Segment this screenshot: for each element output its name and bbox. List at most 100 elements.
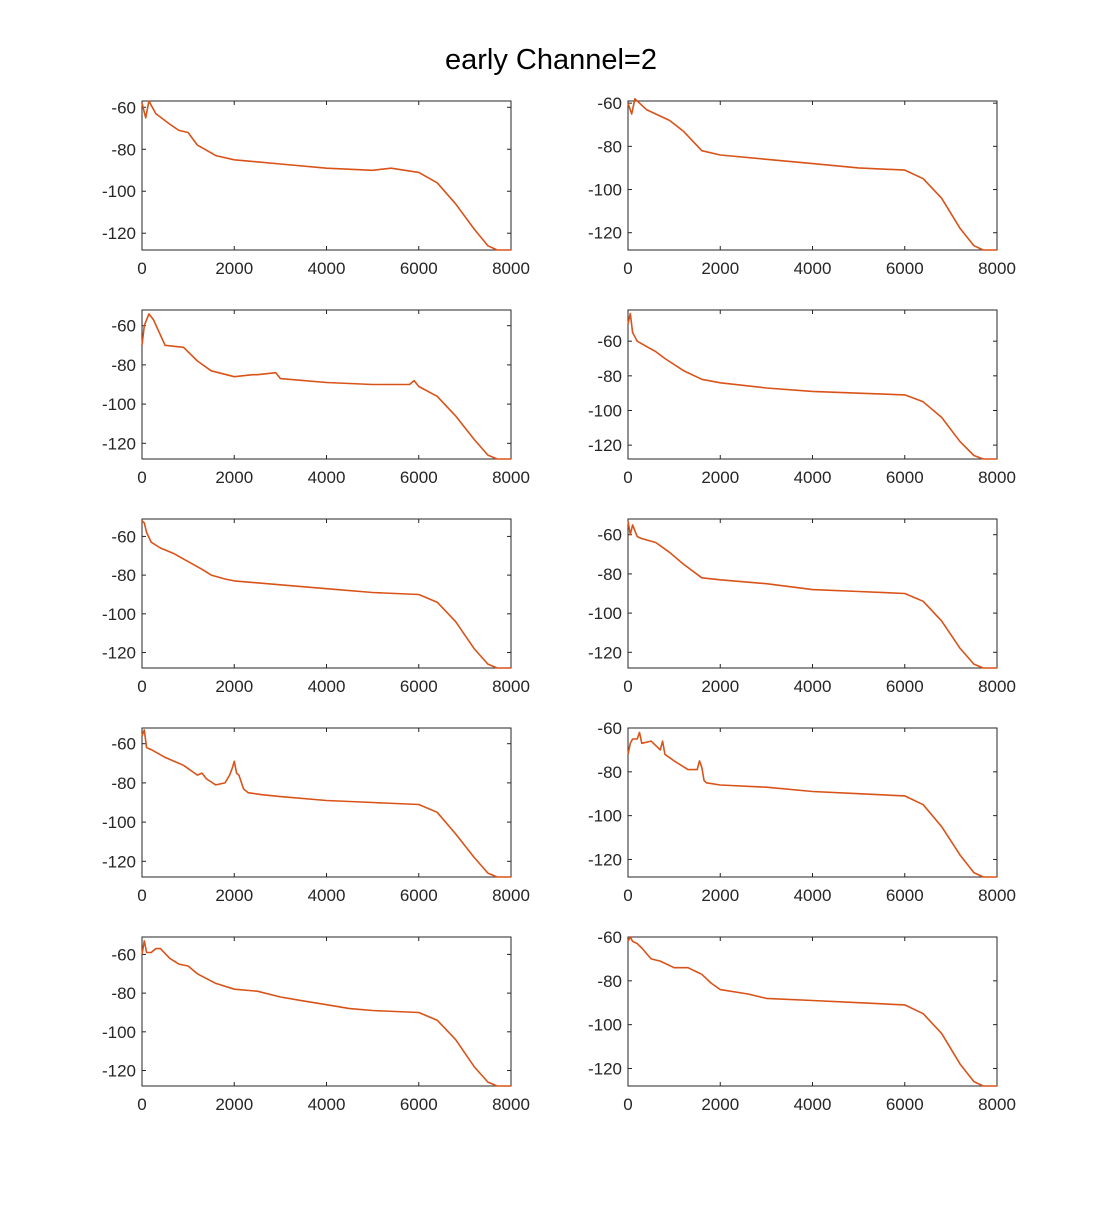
y-tick-label: -60 <box>111 527 136 546</box>
x-tick-label: 8000 <box>978 677 1016 696</box>
x-tick-label: 2000 <box>701 886 739 905</box>
x-tick-label: 4000 <box>794 1095 832 1114</box>
y-tick-label: -60 <box>597 719 622 738</box>
y-tick-label: -80 <box>597 367 622 386</box>
series-line <box>141 100 511 251</box>
series-line <box>141 520 511 669</box>
x-tick-label: 6000 <box>886 259 924 278</box>
series-line <box>141 313 511 460</box>
x-tick-label: 6000 <box>886 468 924 487</box>
x-tick-label: 6000 <box>886 1095 924 1114</box>
y-tick-label: -60 <box>111 945 136 964</box>
y-tick-label: -60 <box>597 94 622 113</box>
x-tick-label: 0 <box>137 1095 146 1114</box>
y-tick-label: -120 <box>588 850 622 869</box>
x-tick-label: 6000 <box>886 677 924 696</box>
axes-frame <box>627 936 998 1087</box>
x-tick-label: 8000 <box>978 259 1016 278</box>
figure-title: early Channel=2 <box>444 44 657 76</box>
x-tick-label: 4000 <box>308 468 346 487</box>
subplot-r2-c2: 0 2000 4000 6000 8000 -60 -80 -100 -120 <box>588 309 1016 487</box>
x-tick-label: 8000 <box>978 886 1016 905</box>
y-tick-label: -80 <box>597 763 622 782</box>
x-tick-label: 8000 <box>492 886 530 905</box>
x-tick-label: 0 <box>137 468 146 487</box>
subplot-r3-c1: 0 2000 4000 6000 8000 -60 -80 -100 -120 <box>102 518 530 696</box>
x-tick-label: 6000 <box>400 468 438 487</box>
y-tick-label: -60 <box>111 317 136 336</box>
x-tick-label: 2000 <box>215 677 253 696</box>
y-tick-label: -60 <box>111 98 136 117</box>
axes-frame <box>627 100 998 251</box>
x-tick-label: 8000 <box>978 1095 1016 1114</box>
axes-frame <box>141 727 512 878</box>
y-tick-label: -100 <box>102 605 136 624</box>
subplot-r3-c2: 0 2000 4000 6000 8000 -60 -80 -100 -120 <box>588 518 1016 696</box>
x-tick-label: 2000 <box>701 259 739 278</box>
x-tick-label: 6000 <box>400 1095 438 1114</box>
x-tick-label: 6000 <box>886 886 924 905</box>
axes-frame <box>141 309 512 460</box>
x-tick-label: 2000 <box>701 677 739 696</box>
series-line <box>141 940 511 1087</box>
x-tick-label: 4000 <box>794 677 832 696</box>
y-tick-label: -80 <box>111 566 136 585</box>
x-tick-label: 8000 <box>492 677 530 696</box>
y-tick-label: -100 <box>102 395 136 414</box>
x-tick-label: 4000 <box>308 677 346 696</box>
y-tick-label: -120 <box>588 224 622 243</box>
y-tick-label: -80 <box>597 137 622 156</box>
x-tick-label: 0 <box>623 259 632 278</box>
series-line <box>627 936 997 1087</box>
x-tick-label: 2000 <box>215 1095 253 1114</box>
y-tick-label: -100 <box>588 1016 622 1035</box>
x-tick-label: 2000 <box>215 886 253 905</box>
x-tick-label: 4000 <box>308 886 346 905</box>
y-tick-label: -80 <box>111 140 136 159</box>
y-tick-label: -120 <box>102 852 136 871</box>
subplot-r4-c2: 0 2000 4000 6000 8000 -60 -80 -100 -120 <box>588 719 1016 905</box>
y-tick-label: -60 <box>597 928 622 947</box>
y-tick-label: -120 <box>588 643 622 662</box>
x-tick-label: 0 <box>137 886 146 905</box>
axes-frame <box>141 518 512 669</box>
y-tick-label: -100 <box>102 182 136 201</box>
subplot-r5-c2: 0 2000 4000 6000 8000 -60 -80 -100 -120 <box>588 928 1016 1114</box>
x-tick-label: 0 <box>623 677 632 696</box>
y-tick-label: -100 <box>102 813 136 832</box>
subplot-r1-c1: 0 2000 4000 6000 8000 -60 -80 -100 -120 <box>102 98 530 278</box>
x-tick-label: 8000 <box>978 468 1016 487</box>
x-tick-label: 0 <box>137 677 146 696</box>
x-tick-label: 8000 <box>492 468 530 487</box>
x-tick-label: 8000 <box>492 259 530 278</box>
y-tick-label: -80 <box>597 972 622 991</box>
axes-frame <box>627 309 998 460</box>
axes-frame <box>627 727 998 878</box>
y-tick-label: -60 <box>597 332 622 351</box>
series-line <box>141 729 511 878</box>
x-tick-label: 0 <box>623 1095 632 1114</box>
x-tick-label: 2000 <box>215 468 253 487</box>
y-tick-label: -120 <box>102 644 136 663</box>
y-tick-label: -120 <box>102 1062 136 1081</box>
x-tick-label: 0 <box>137 259 146 278</box>
y-tick-label: -100 <box>588 604 622 623</box>
x-tick-label: 6000 <box>400 677 438 696</box>
y-tick-label: -60 <box>111 735 136 754</box>
subplot-r5-c1: 0 2000 4000 6000 8000 -60 -80 -100 -120 <box>102 936 530 1114</box>
x-tick-label: 0 <box>623 468 632 487</box>
axes-frame <box>627 518 998 669</box>
x-tick-label: 6000 <box>400 886 438 905</box>
y-tick-label: -80 <box>111 984 136 1003</box>
x-tick-label: 4000 <box>308 259 346 278</box>
series-line <box>627 520 997 669</box>
y-tick-label: -80 <box>111 774 136 793</box>
y-tick-label: -120 <box>588 1059 622 1078</box>
subplot-r4-c1: 0 2000 4000 6000 8000 -60 -80 -100 -120 <box>102 727 530 905</box>
series-line <box>627 312 997 460</box>
x-tick-label: 2000 <box>701 1095 739 1114</box>
subplot-r2-c1: 0 2000 4000 6000 8000 -60 -80 -100 -120 <box>102 309 530 487</box>
subplot-r1-c2: 0 2000 4000 6000 8000 -60 -80 -100 -120 <box>588 94 1016 278</box>
x-tick-label: 8000 <box>492 1095 530 1114</box>
